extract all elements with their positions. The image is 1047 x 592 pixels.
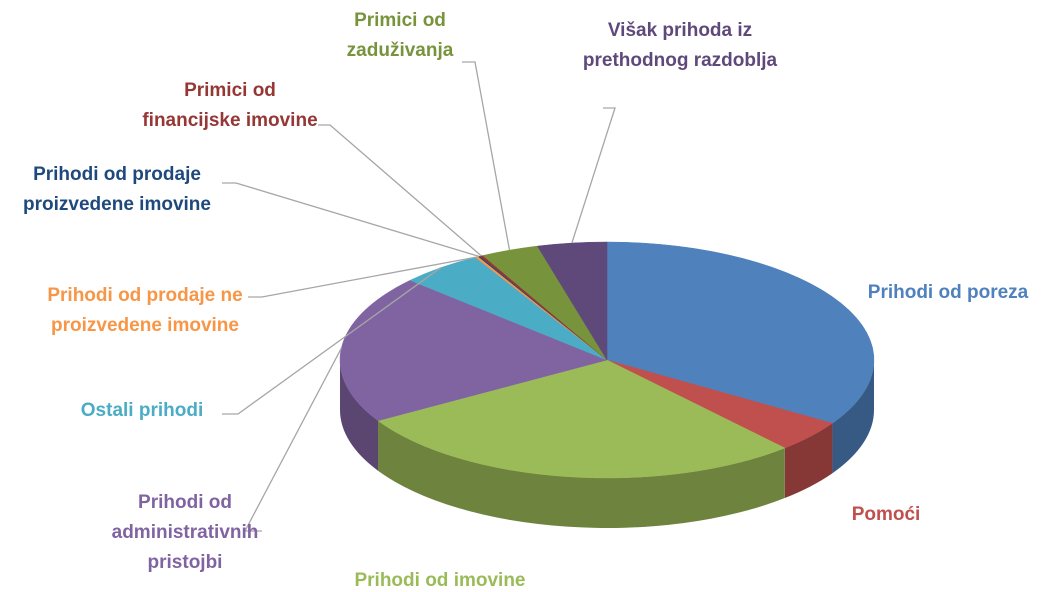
slice-label: Prihodi od poreza [867, 282, 1029, 303]
slice-label: Višak prihoda iz prethodnog razdoblja [582, 20, 778, 71]
slice-label: Prihodi od prodaje ne proizvedene imovin… [47, 285, 243, 336]
slice-label: Pomoći [851, 504, 921, 525]
pie-tops [339, 241, 875, 479]
leader-line [462, 61, 511, 251]
pie-slice-side [340, 360, 379, 471]
pie-slice-side [378, 420, 785, 528]
leader-line [571, 107, 616, 244]
pie-slice [377, 359, 786, 479]
slice-label: Prihodi od prodaje proizvedene imovine [23, 164, 211, 215]
leader-line [222, 267, 442, 415]
pie-sides [340, 360, 874, 528]
leader-line [222, 182, 480, 258]
leader-line [248, 256, 478, 298]
slice-label: Prihodi od administrativnih pristojbi [111, 492, 259, 573]
pie-slice-side [832, 360, 874, 474]
slice-label: Primici od financijske imovine [142, 80, 318, 131]
pie-slice [536, 241, 608, 361]
leader-line [243, 347, 342, 532]
pie-slice [606, 241, 875, 424]
slice-label: Primici od zaduživanja [346, 10, 454, 61]
slice-label: Ostali prihodi [80, 400, 204, 421]
leader-line [318, 124, 482, 257]
pie-slice-side [784, 423, 833, 499]
slice-label: Prihodi od imovine [354, 570, 526, 591]
